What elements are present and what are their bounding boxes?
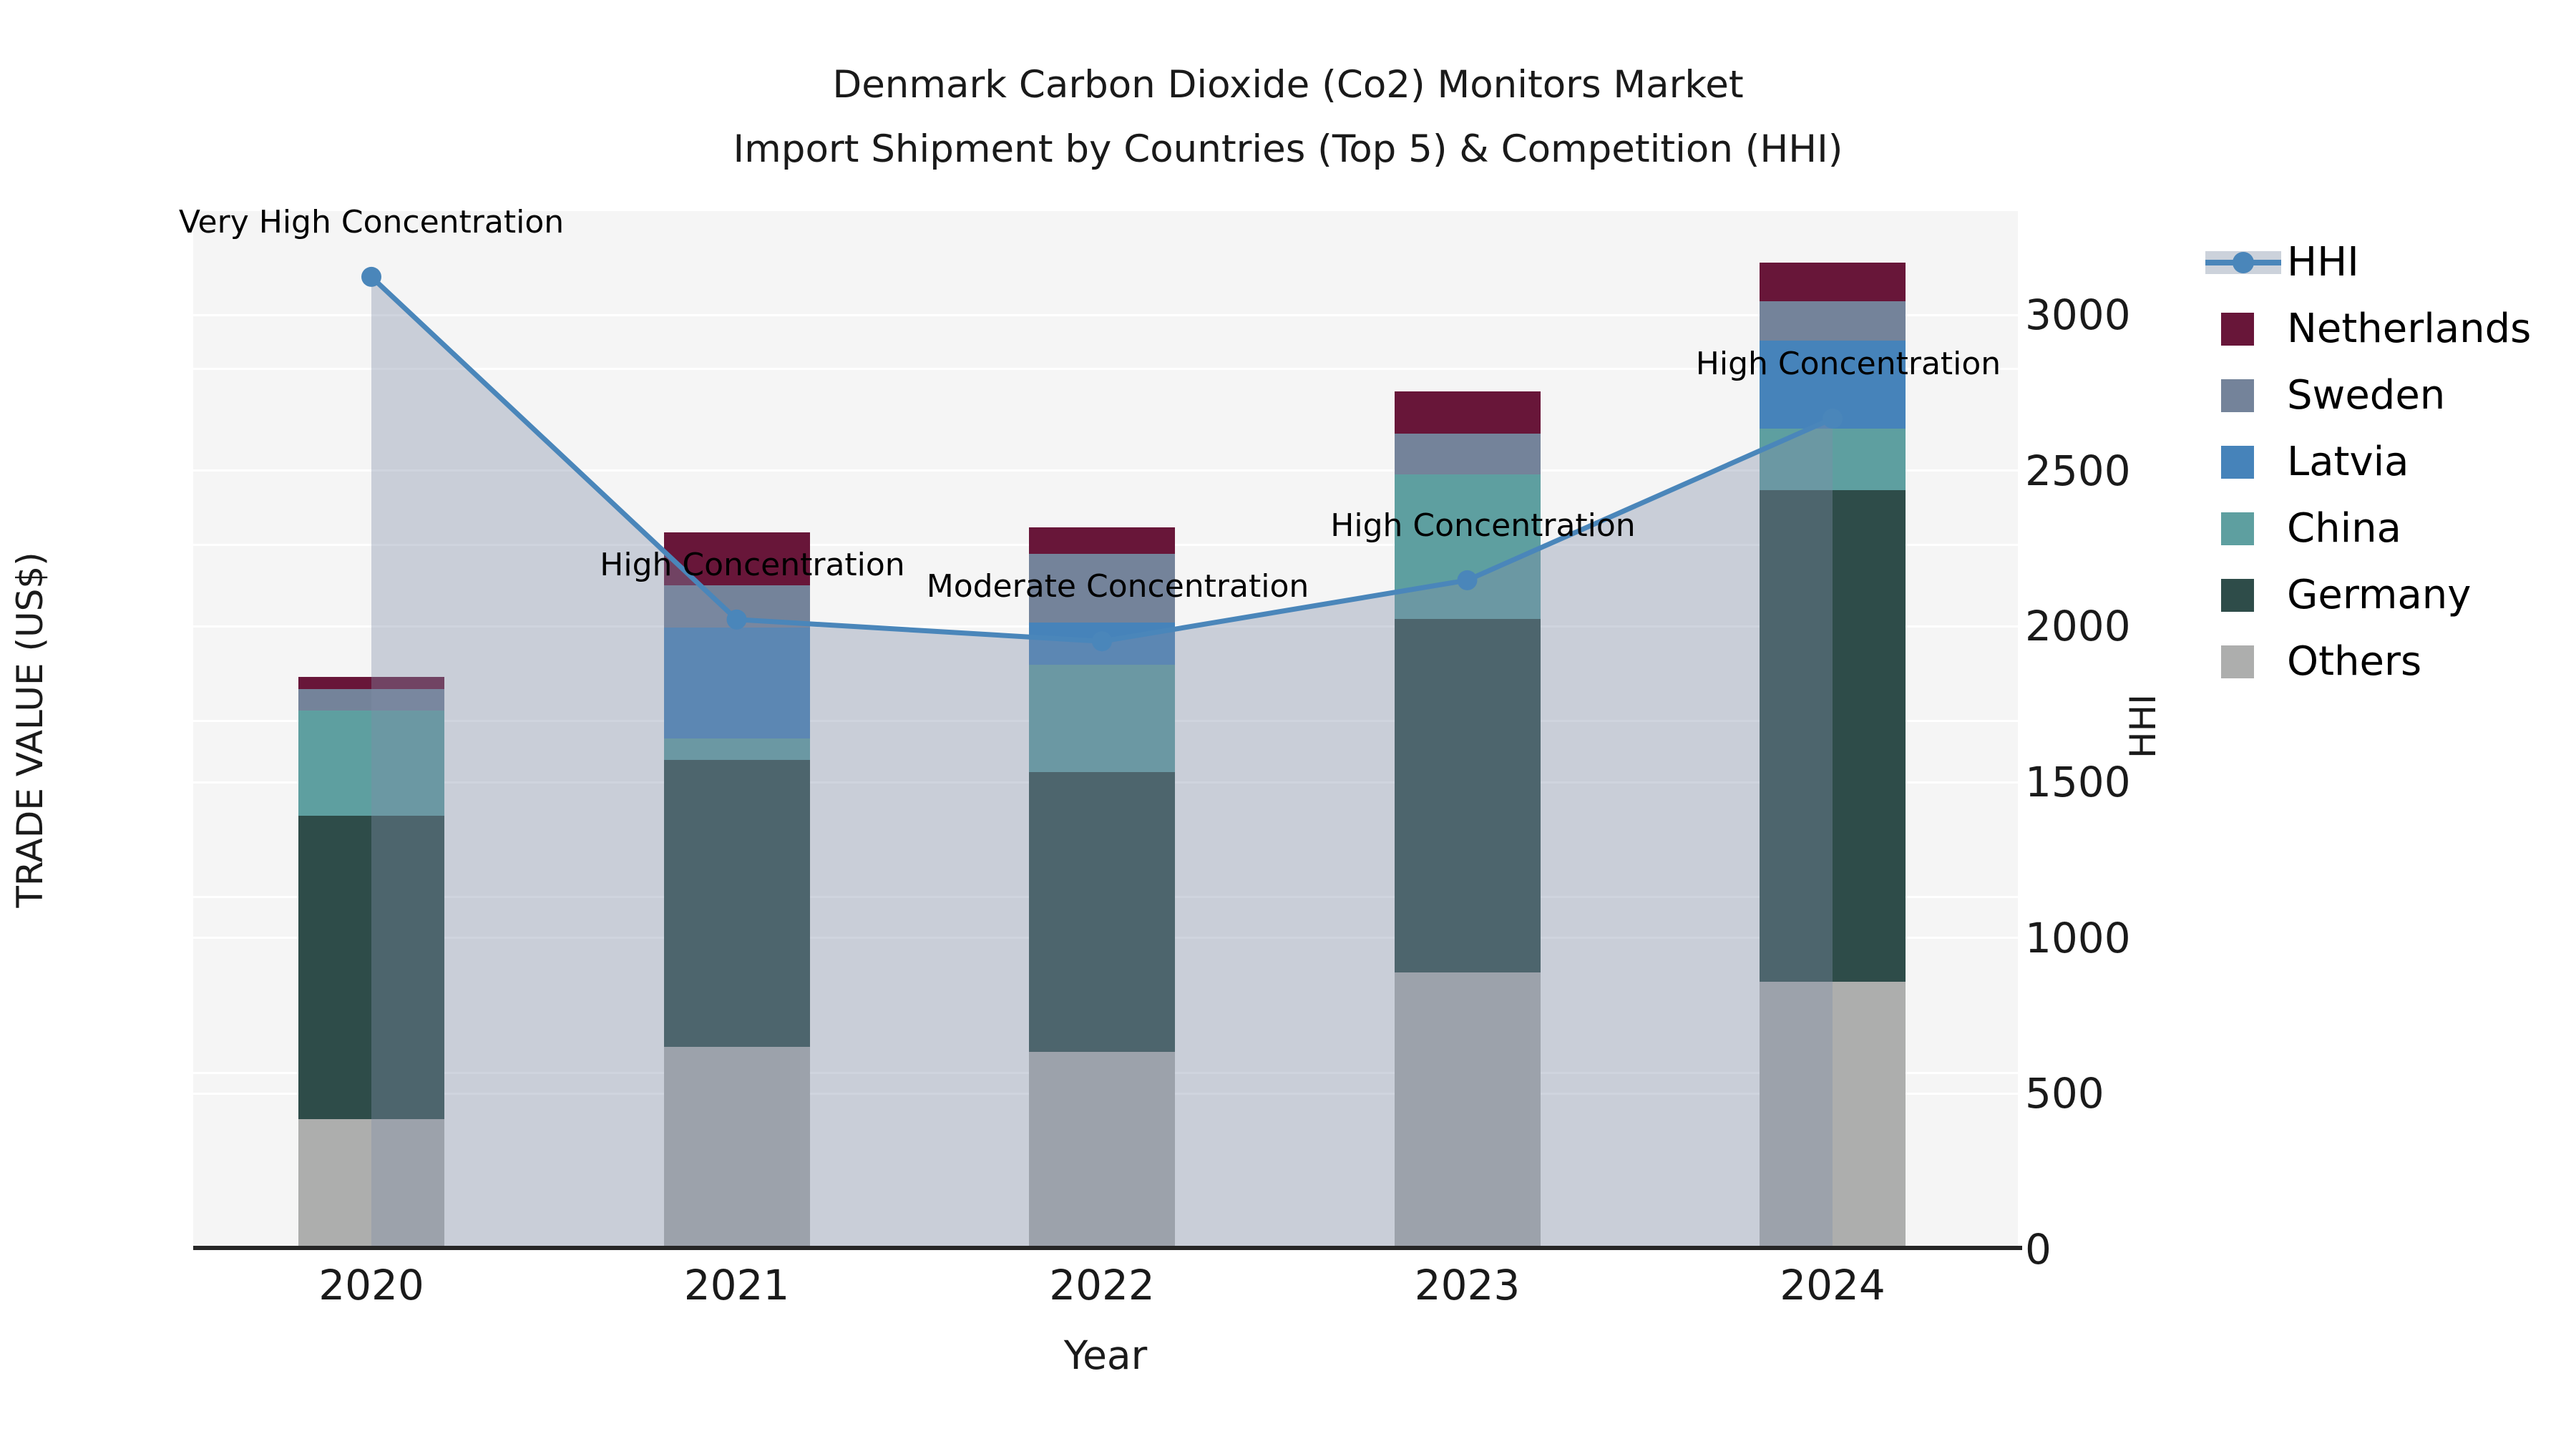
right-y-axis-title: HHI [2122, 694, 2164, 758]
chart-title-line1: Denmark Carbon Dioxide (Co2) Monitors Ma… [832, 63, 1744, 107]
legend-marker-hhi [2205, 229, 2281, 296]
legend-swatch-netherlands [2221, 313, 2254, 346]
annotation-2023: High Concentration [1330, 507, 1636, 544]
bar-segment-germany-2024 [1760, 489, 1906, 982]
legend-item-china: China [2205, 495, 2570, 562]
bar-segment-china-2022 [1029, 664, 1175, 772]
bar-segment-netherlands-2020 [298, 676, 444, 690]
bar-segment-others-2022 [1029, 1052, 1175, 1249]
bar-segment-germany-2022 [1029, 771, 1175, 1053]
bar-segment-netherlands-2022 [1029, 527, 1175, 554]
y-tick-right-500: 500 [2025, 1069, 2104, 1118]
annotation-2021: High Concentration [600, 546, 905, 583]
y-tick-right-1500: 1500 [2025, 758, 2131, 806]
annotation-2024: High Concentration [1695, 345, 2001, 382]
legend-label-sweden: Sweden [2287, 372, 2446, 419]
bar-segment-others-2020 [298, 1118, 444, 1249]
legend-swatch-sweden [2221, 379, 2254, 412]
legend-swatch-china [2221, 512, 2254, 545]
annotation-2020: Very High Concentration [178, 203, 565, 240]
grid-line-right [193, 469, 2018, 472]
legend-item-latvia: Latvia [2205, 429, 2570, 495]
legend-marker-china [2205, 495, 2281, 562]
y-tick-right-1000: 1000 [2025, 913, 2131, 962]
bar-segment-sweden-2020 [298, 689, 444, 711]
y-tick-right-2500: 2500 [2025, 446, 2131, 495]
legend-item-netherlands: Netherlands [2205, 296, 2570, 362]
legend-marker-netherlands [2205, 296, 2281, 362]
y-tick-right-0: 0 [2025, 1225, 2051, 1274]
bar-segment-sweden-2021 [663, 585, 810, 628]
bar-segment-sweden-2024 [1760, 301, 1906, 341]
x-tick-2023: 2023 [1414, 1261, 1521, 1309]
legend-label-china: China [2287, 505, 2401, 552]
bar-segment-others-2021 [663, 1046, 810, 1249]
legend-item-hhi: HHI [2205, 229, 2570, 296]
bar-segment-germany-2023 [1394, 618, 1541, 973]
y-tick-right-3000: 3000 [2025, 291, 2131, 339]
legend-item-sweden: Sweden [2205, 362, 2570, 429]
x-tick-2021: 2021 [683, 1261, 790, 1309]
left-y-axis-title: TRADE VALUE (US$) [9, 552, 51, 908]
legend-label-hhi: HHI [2287, 239, 2359, 286]
x-axis-line [193, 1246, 2022, 1250]
legend-item-germany: Germany [2205, 562, 2570, 628]
bar-segment-latvia-2021 [663, 627, 810, 738]
bar-segment-china-2023 [1394, 474, 1541, 619]
legend: HHI Netherlands Sweden Latvia China Germany Ot… [2205, 229, 2570, 695]
bar-segment-china-2021 [663, 738, 810, 760]
legend-swatch-others [2221, 645, 2254, 678]
bar-segment-germany-2020 [298, 816, 444, 1119]
bar-segment-germany-2021 [663, 759, 810, 1047]
legend-label-germany: Germany [2287, 572, 2472, 618]
y-tick-right-2000: 2000 [2025, 602, 2131, 651]
legend-label-others: Others [2287, 638, 2422, 685]
legend-marker-latvia [2205, 429, 2281, 495]
x-tick-2020: 2020 [318, 1261, 424, 1309]
legend-marker-germany [2205, 562, 2281, 628]
legend-marker-sweden [2205, 362, 2281, 429]
legend-swatch-germany [2221, 579, 2254, 612]
x-tick-2022: 2022 [1049, 1261, 1155, 1309]
grid-line-right [193, 313, 2018, 316]
bar-segment-others-2024 [1760, 981, 1906, 1249]
bar-segment-china-2024 [1760, 428, 1906, 490]
x-tick-2024: 2024 [1780, 1261, 1885, 1309]
legend-label-latvia: Latvia [2287, 439, 2409, 485]
x-axis-title: Year [1063, 1332, 1148, 1378]
hhi-point-icon [2233, 252, 2254, 273]
legend-marker-others [2205, 628, 2281, 695]
bar-segment-sweden-2023 [1394, 434, 1541, 474]
bar-segment-others-2023 [1394, 972, 1541, 1249]
bar-segment-netherlands-2023 [1394, 391, 1541, 434]
bar-segment-latvia-2022 [1029, 622, 1175, 665]
bar-segment-netherlands-2024 [1760, 263, 1906, 302]
legend-label-netherlands: Netherlands [2287, 306, 2532, 352]
bar-segment-china-2020 [298, 710, 444, 816]
legend-item-others: Others [2205, 628, 2570, 695]
chart-title-line2: Import Shipment by Countries (Top 5) & C… [733, 127, 1843, 171]
legend-swatch-latvia [2221, 446, 2254, 479]
annotation-2022: Moderate Concentration [926, 568, 1309, 605]
